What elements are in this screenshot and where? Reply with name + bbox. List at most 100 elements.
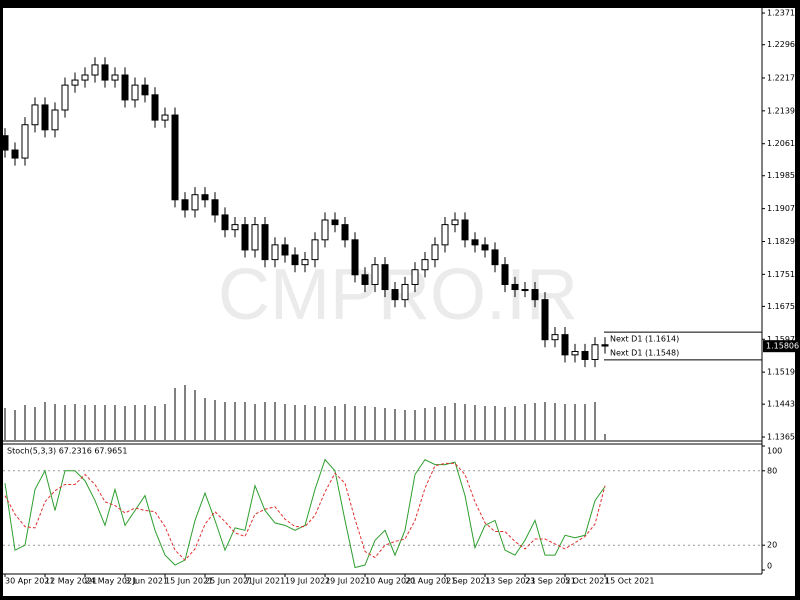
candle-body — [361, 274, 369, 285]
candle-body — [171, 114, 179, 201]
candle-body — [561, 334, 569, 356]
y-tick-label: 1.18290 — [767, 237, 800, 246]
candle-body — [151, 94, 159, 121]
candle-body — [341, 224, 349, 241]
x-tick-label: 20 Aug 2021 — [405, 577, 456, 586]
candle-body — [521, 289, 529, 292]
x-tick-label: 29 Jul 2021 — [325, 577, 370, 586]
candle-body — [281, 244, 289, 256]
y-tick-label: 1.14430 — [767, 400, 800, 409]
candle-body — [111, 74, 119, 81]
candle-body — [321, 219, 329, 241]
y-tick-label: 1.23710 — [767, 9, 800, 18]
y-tick-label: 1.20610 — [767, 139, 800, 148]
candle-body — [201, 194, 209, 201]
x-tick-label: 24 May 2021 — [85, 577, 137, 586]
candle-body — [591, 344, 599, 361]
y-tick-label: 1.15970 — [767, 335, 800, 344]
candle-body — [311, 239, 319, 261]
candle-body — [571, 350, 579, 356]
candle-body — [161, 114, 169, 121]
candle-body — [411, 269, 419, 285]
candle-body — [251, 224, 259, 251]
candle-body — [231, 224, 239, 231]
x-tick-label: 23 Sep 2021 — [525, 577, 576, 586]
candle-body — [1, 135, 9, 151]
candle-body — [21, 124, 29, 159]
y-tick-label: 1.19850 — [767, 171, 800, 180]
candle-body — [581, 350, 589, 361]
y-tick-label: 20 — [767, 541, 777, 550]
candle-body — [511, 283, 519, 291]
x-tick-label: 10 Aug 2021 — [365, 577, 416, 586]
candle-body — [291, 254, 299, 266]
candle-body — [81, 74, 89, 81]
candle-body — [241, 224, 249, 251]
candle-body — [41, 104, 49, 131]
candle-body — [481, 244, 489, 251]
candle-body — [531, 289, 539, 301]
x-tick-label: 12 May 2021 — [45, 577, 97, 586]
candle-body — [91, 64, 99, 76]
level-label: Next D1 (1.1548) — [610, 348, 679, 357]
candle-body — [381, 264, 389, 291]
y-tick-label: 80 — [767, 466, 777, 475]
candle-body — [131, 84, 139, 101]
candle-body — [351, 239, 359, 276]
x-tick-label: 5 Oct 2021 — [565, 577, 609, 586]
x-tick-label: 1 Sep 2021 — [445, 577, 491, 586]
candle-body — [441, 224, 449, 246]
candle-body — [31, 104, 39, 126]
candle-body — [51, 109, 59, 131]
stoch-title: Stoch(5,3,3) 67.2316 67.9651 — [7, 447, 127, 456]
y-tick-label: 0 — [767, 562, 772, 571]
x-tick-label: 19 Jul 2021 — [285, 577, 330, 586]
x-tick-label: 25 Jun 2021 — [205, 577, 253, 586]
candle-body — [491, 249, 499, 266]
x-tick-label: 15 Jun 2021 — [165, 577, 213, 586]
candle-body — [121, 74, 129, 101]
candle-body — [541, 299, 549, 341]
y-tick-label: 1.22170 — [767, 73, 800, 82]
candle-body — [71, 79, 79, 86]
candle-body — [431, 244, 439, 261]
candle-body — [451, 219, 459, 226]
y-tick-label: 1.19070 — [767, 204, 800, 213]
candle-body — [461, 219, 469, 241]
y-tick-label: 1.15190 — [767, 368, 800, 377]
candle-body — [11, 149, 19, 159]
candle-body — [501, 264, 509, 285]
candle-body — [101, 64, 109, 81]
candle-body — [391, 289, 399, 301]
candle-body — [551, 334, 559, 341]
current-price-box — [763, 340, 795, 353]
candle-body — [421, 259, 429, 271]
y-tick-label: 1.17510 — [767, 270, 800, 279]
y-tick-label: 1.13650 — [767, 433, 800, 442]
candle-body — [191, 194, 199, 211]
current-price-label: 1.15806 — [766, 342, 799, 351]
x-tick-label: 15 Oct 2021 — [605, 577, 654, 586]
y-tick-label: 1.21390 — [767, 106, 800, 115]
y-tick-label: 1.16750 — [767, 302, 800, 311]
stoch-line — [4, 458, 606, 569]
y-tick-label: 100 — [767, 447, 782, 456]
candle-body — [221, 214, 229, 231]
candle-body — [271, 244, 279, 261]
candle-body — [181, 199, 189, 211]
candle-body — [141, 84, 149, 96]
x-tick-label: 7 Jul 2021 — [245, 577, 285, 586]
y-tick-label: 1.22960 — [767, 40, 800, 49]
candle-body — [211, 199, 219, 216]
x-tick-label: 13 Sep 2021 — [485, 577, 536, 586]
candle-body — [331, 219, 339, 226]
x-tick-label: 30 Apr 2021 — [5, 577, 54, 586]
level-label: Next D1 (1.1614) — [610, 335, 679, 344]
candle-body — [261, 224, 269, 261]
candle-body — [401, 283, 409, 301]
x-tick-label: 3 Jun 2021 — [125, 577, 168, 586]
candle-body — [601, 344, 609, 347]
candle-body — [301, 259, 309, 266]
